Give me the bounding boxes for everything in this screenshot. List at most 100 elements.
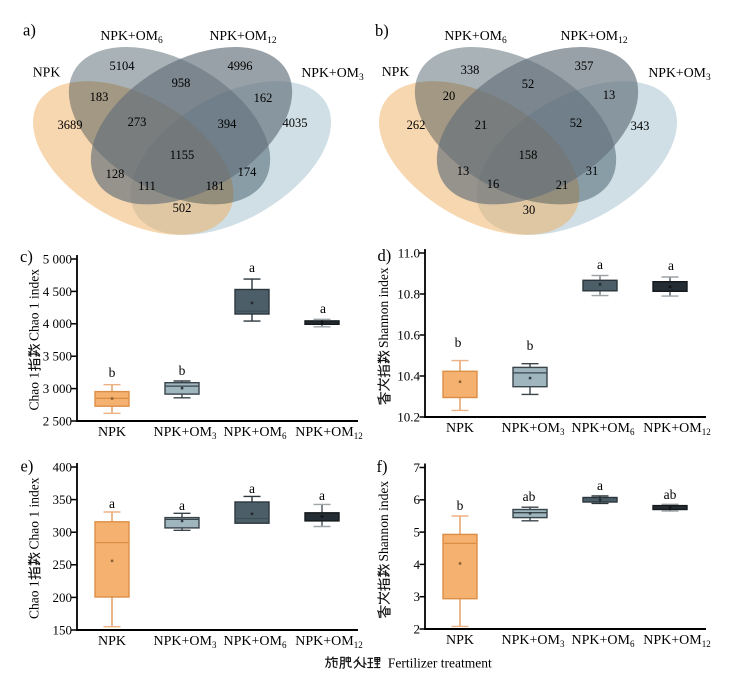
svg-text:NPK+OM6: NPK+OM6 xyxy=(572,633,635,649)
svg-text:183: 183 xyxy=(90,90,109,104)
svg-text:31: 31 xyxy=(586,164,599,178)
svg-text:343: 343 xyxy=(631,119,650,133)
svg-text:NPK: NPK xyxy=(382,64,410,79)
svg-text:10.4: 10.4 xyxy=(397,368,420,383)
svg-text:6: 6 xyxy=(414,492,421,507)
svg-text:2: 2 xyxy=(414,621,421,636)
svg-text:128: 128 xyxy=(106,167,125,181)
svg-text:b: b xyxy=(455,335,462,350)
svg-text:2 500: 2 500 xyxy=(43,413,72,428)
svg-text:Fertilizer treatment: Fertilizer treatment xyxy=(388,656,492,671)
svg-text:NPK: NPK xyxy=(446,421,474,436)
svg-text:16: 16 xyxy=(487,177,500,191)
svg-text:NPK+OM12: NPK+OM12 xyxy=(295,634,362,650)
svg-text:Shannon index: Shannon index xyxy=(376,267,391,348)
svg-text:ab: ab xyxy=(664,487,677,502)
svg-text:3: 3 xyxy=(414,589,421,604)
svg-text:338: 338 xyxy=(461,63,480,77)
svg-text:NPK+OM6: NPK+OM6 xyxy=(572,421,635,437)
svg-text:NPK+OM3: NPK+OM3 xyxy=(502,421,565,437)
svg-text:Chao 1: Chao 1 xyxy=(27,580,42,619)
svg-text:Chao 1 index: Chao 1 index xyxy=(27,477,42,549)
svg-text:4996: 4996 xyxy=(228,59,253,73)
svg-text:3 500: 3 500 xyxy=(43,349,72,364)
svg-text:21: 21 xyxy=(556,178,569,192)
svg-text:3 000: 3 000 xyxy=(43,381,72,396)
svg-text:200: 200 xyxy=(53,590,73,605)
svg-text:111: 111 xyxy=(138,179,156,193)
svg-text:NPK+OM6: NPK+OM6 xyxy=(100,28,163,46)
svg-text:NPK+OM6: NPK+OM6 xyxy=(224,425,287,441)
svg-text:13: 13 xyxy=(603,88,616,102)
svg-text:Shannon index: Shannon index xyxy=(376,481,391,562)
svg-text:ab: ab xyxy=(523,489,536,504)
svg-text:a: a xyxy=(320,301,326,316)
svg-text:394: 394 xyxy=(218,117,238,131)
svg-text:4 000: 4 000 xyxy=(43,316,72,331)
svg-text:5 000: 5 000 xyxy=(43,251,72,266)
svg-text:f): f) xyxy=(377,457,388,476)
svg-text:273: 273 xyxy=(128,115,147,129)
svg-text:NPK: NPK xyxy=(33,65,61,80)
svg-text:400: 400 xyxy=(53,459,73,474)
svg-text:4: 4 xyxy=(414,557,421,572)
svg-text:958: 958 xyxy=(172,76,191,90)
svg-text:a: a xyxy=(597,478,603,493)
svg-text:NPK+OM3: NPK+OM3 xyxy=(648,65,711,83)
svg-text:Chao 1: Chao 1 xyxy=(27,372,42,411)
svg-text:NPK+OM6: NPK+OM6 xyxy=(224,634,287,650)
svg-text:NPK: NPK xyxy=(98,425,126,440)
svg-text:NPK+OM12: NPK+OM12 xyxy=(560,28,627,46)
svg-text:b: b xyxy=(109,365,116,380)
svg-text:357: 357 xyxy=(575,59,594,73)
svg-text:5: 5 xyxy=(414,525,421,540)
svg-text:Chao 1 index: Chao 1 index xyxy=(27,269,42,341)
svg-text:NPK+OM12: NPK+OM12 xyxy=(209,28,276,46)
svg-text:52: 52 xyxy=(570,116,583,130)
svg-text:10.6: 10.6 xyxy=(397,327,420,342)
svg-text:158: 158 xyxy=(519,148,538,162)
svg-text:4035: 4035 xyxy=(283,116,308,130)
svg-text:a: a xyxy=(319,488,325,503)
svg-text:a: a xyxy=(249,260,255,275)
svg-text:250: 250 xyxy=(53,557,73,572)
svg-text:NPK: NPK xyxy=(98,634,126,649)
svg-text:b): b) xyxy=(375,21,389,40)
svg-text:502: 502 xyxy=(173,201,192,215)
svg-text:262: 262 xyxy=(407,118,426,132)
svg-text:NPK+OM3: NPK+OM3 xyxy=(154,634,217,650)
svg-text:a: a xyxy=(249,481,255,496)
svg-text:e): e) xyxy=(21,457,34,476)
svg-text:5104: 5104 xyxy=(110,59,136,73)
svg-text:b: b xyxy=(527,338,534,353)
svg-text:NPK+OM12: NPK+OM12 xyxy=(643,633,710,649)
svg-text:162: 162 xyxy=(254,91,273,105)
svg-text:11.0: 11.0 xyxy=(398,245,420,260)
svg-text:181: 181 xyxy=(206,179,225,193)
svg-text:b: b xyxy=(457,498,464,513)
svg-text:b: b xyxy=(179,363,186,378)
svg-text:21: 21 xyxy=(475,118,488,132)
svg-text:a: a xyxy=(668,258,674,273)
svg-text:13: 13 xyxy=(457,164,470,178)
svg-text:a: a xyxy=(109,496,115,511)
svg-text:10.8: 10.8 xyxy=(397,286,420,301)
svg-text:NPK: NPK xyxy=(446,633,474,648)
svg-text:10.2: 10.2 xyxy=(397,409,420,424)
svg-text:d): d) xyxy=(378,246,392,265)
svg-text:174: 174 xyxy=(238,165,258,179)
svg-text:a: a xyxy=(597,257,603,272)
svg-text:7: 7 xyxy=(414,460,421,475)
svg-text:20: 20 xyxy=(443,89,456,103)
svg-text:NPK+OM3: NPK+OM3 xyxy=(301,65,364,83)
svg-text:c): c) xyxy=(20,247,33,266)
svg-text:NPK+OM6: NPK+OM6 xyxy=(444,28,507,46)
svg-text:a): a) xyxy=(23,21,36,40)
svg-text:52: 52 xyxy=(522,77,535,91)
svg-text:150: 150 xyxy=(53,622,73,637)
svg-text:3689: 3689 xyxy=(58,118,83,132)
svg-text:350: 350 xyxy=(53,492,73,507)
svg-text:NPK+OM3: NPK+OM3 xyxy=(502,633,565,649)
svg-text:NPK+OM12: NPK+OM12 xyxy=(295,425,362,441)
svg-text:4 500: 4 500 xyxy=(43,284,72,299)
